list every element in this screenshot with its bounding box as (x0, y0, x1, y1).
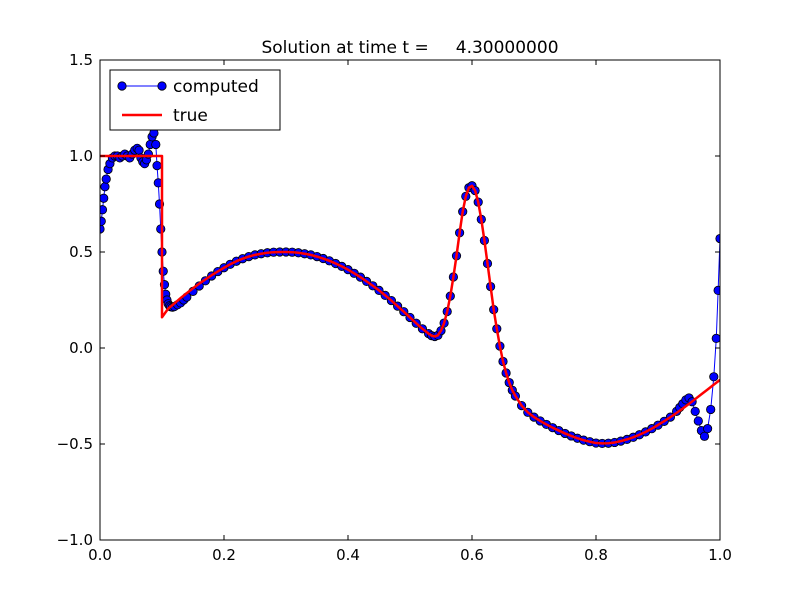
legend: computed true (109, 69, 281, 131)
x-tick-label: 0.8 (584, 546, 608, 564)
series-line-true (100, 154, 720, 445)
data-point (152, 161, 162, 171)
legend-swatch-marker (117, 81, 127, 91)
y-tick-label: 0.5 (69, 243, 93, 261)
axes-background (100, 60, 720, 540)
data-point (100, 182, 110, 192)
y-tick-label: 1.5 (69, 51, 93, 69)
data-point (699, 431, 710, 441)
legend-label: computed (173, 77, 259, 97)
legend-box (109, 69, 281, 131)
x-tick-label: 0.6 (460, 546, 484, 564)
data-point (711, 333, 720, 343)
data-point (100, 193, 109, 203)
legend-entry-computed: computed (117, 77, 259, 97)
x-tick-label: 1.0 (708, 546, 732, 564)
data-point (100, 205, 108, 215)
y-tick-label: 0.0 (69, 339, 93, 357)
x-tick-label: 0.0 (88, 546, 112, 564)
data-point (151, 139, 161, 150)
data-point (706, 404, 716, 415)
plot-area: 0.0 0.2 0.4 0.6 0.8 1.0 −1.0 −0.5 0.0 0.5 1.0 1.5 (57, 51, 732, 564)
legend-swatch-marker (157, 81, 167, 91)
y-tick-label: 1.0 (69, 147, 93, 165)
chart-title: Solution at time t = 4.30000000 (261, 38, 558, 58)
series-layer (100, 128, 720, 449)
data-point (702, 424, 713, 434)
data-point (134, 145, 144, 155)
x-tick-label: 0.2 (212, 546, 236, 564)
y-tick-label: −0.5 (57, 435, 93, 453)
data-point (100, 216, 106, 226)
ticks-layer: 0.0 0.2 0.4 0.6 0.8 1.0 −1.0 −0.5 0.0 0.5 1.0 1.5 (57, 51, 732, 564)
data-point (693, 416, 703, 426)
axes-frame (99, 59, 721, 541)
series-true (100, 154, 720, 445)
x-tick-label: 0.4 (336, 546, 360, 564)
legend-entry-true: true (122, 106, 208, 126)
legend-label: true (173, 106, 208, 126)
data-point (690, 406, 700, 416)
data-point (713, 285, 720, 295)
y-tick-label: −1.0 (57, 531, 93, 549)
data-point (709, 372, 719, 382)
data-point (101, 174, 111, 184)
